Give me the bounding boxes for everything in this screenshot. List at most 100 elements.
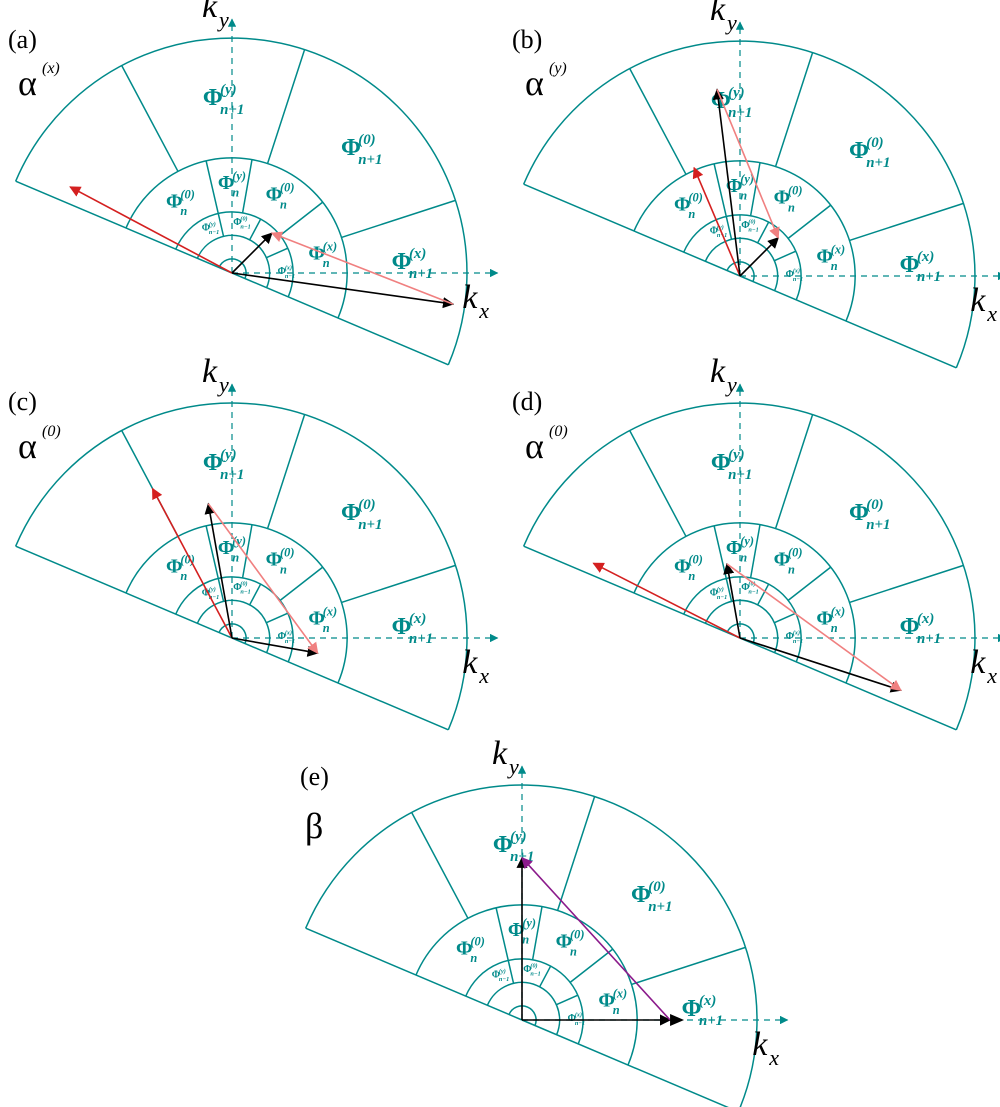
greek-label: α xyxy=(18,63,37,103)
outer-divider xyxy=(556,796,596,911)
region-inner-2-sub: n−1 xyxy=(793,276,803,283)
sector-edge xyxy=(739,275,957,369)
sector-edge xyxy=(739,637,957,731)
middle-divider xyxy=(241,524,253,578)
outer-divider xyxy=(266,49,306,164)
region-outer-2-sup: (x) xyxy=(409,246,426,262)
ky-sub: y xyxy=(725,10,737,35)
inner-divider xyxy=(725,578,733,602)
region-middle-1-sub: n xyxy=(740,188,747,202)
region-middle-0-sup: (0) xyxy=(688,191,702,205)
region-inner-0-sup: (y) xyxy=(499,968,506,975)
region-middle-1-sup: (y) xyxy=(522,916,536,930)
region-inner-1: Φ xyxy=(233,582,241,593)
ring-arc xyxy=(683,576,802,663)
region-outer-2-sup: (x) xyxy=(917,249,934,265)
sector-edge xyxy=(231,637,449,731)
ky-sub: y xyxy=(217,372,229,397)
inner-divider xyxy=(217,213,225,237)
middle-divider xyxy=(279,201,324,236)
ring-arc xyxy=(633,160,856,322)
region-middle-3: Φ xyxy=(308,242,325,264)
region-middle-3: Φ xyxy=(308,607,325,629)
outer-divider xyxy=(849,564,964,604)
region-inner-0: Φ xyxy=(492,969,500,980)
inner-divider xyxy=(756,583,770,606)
middle-divider xyxy=(713,163,727,217)
panel-d: (d)α (0)k xk yΦ(y)n+1Φ(0)n+1Φ(x)n+1Φ(0)nΦ(y… xyxy=(512,353,1000,731)
vector-2 xyxy=(231,232,273,274)
inner-divider xyxy=(538,965,552,988)
region-outer-0-sup: (y) xyxy=(220,447,237,463)
region-outer-2: Φ xyxy=(900,252,920,278)
ring-arc xyxy=(175,576,294,663)
inner-divider xyxy=(556,994,579,1006)
vector-0 xyxy=(151,487,233,639)
region-outer-1: Φ xyxy=(849,500,869,526)
region-outer-1: Φ xyxy=(341,500,361,526)
inner-divider xyxy=(725,216,733,240)
outer-divider xyxy=(774,414,814,529)
region-outer-2: Φ xyxy=(392,249,412,275)
ky-sub: y xyxy=(507,754,519,779)
vector-2 xyxy=(739,637,902,693)
greek-label: α xyxy=(525,426,544,466)
region-inner-2-sup: (x) xyxy=(575,1012,582,1019)
region-inner-2: Φ xyxy=(278,266,286,277)
region-middle-0-sub: n xyxy=(470,951,477,965)
region-inner-2-sup: (x) xyxy=(793,630,800,637)
region-outer-1-sub: n+1 xyxy=(358,152,382,168)
outer-divider xyxy=(121,65,179,172)
region-middle-2-sub: n xyxy=(788,562,795,576)
kx-label: k xyxy=(970,282,986,319)
vector-0 xyxy=(692,166,741,277)
region-outer-2: Φ xyxy=(392,614,412,640)
vector-1 xyxy=(204,502,233,639)
ring-arc xyxy=(125,157,348,319)
kx-label: k xyxy=(462,279,478,316)
region-middle-2: Φ xyxy=(266,549,283,571)
inner-divider xyxy=(756,221,770,244)
region-inner-0: Φ xyxy=(202,587,210,598)
region-middle-0: Φ xyxy=(674,556,691,578)
region-middle-2-sub: n xyxy=(280,562,287,576)
region-inner-1-sub: n−1 xyxy=(748,227,758,234)
region-outer-1-sup: (0) xyxy=(866,135,883,151)
ring-arc xyxy=(704,237,779,291)
region-middle-1-sub: n xyxy=(232,550,239,564)
region-middle-0: Φ xyxy=(166,556,183,578)
ring-arc xyxy=(633,522,856,684)
region-inner-1-sup: (0) xyxy=(748,580,755,587)
kx-label: k xyxy=(752,1026,768,1063)
ring-arc xyxy=(522,40,976,369)
region-middle-1-sup: (y) xyxy=(232,534,246,548)
region-inner-2-sup: (x) xyxy=(285,630,292,637)
region-inner-1-sup: (0) xyxy=(240,580,247,587)
region-inner-1-sup: (0) xyxy=(240,215,247,222)
ring-arc xyxy=(683,214,802,301)
region-middle-3-sup: (x) xyxy=(831,242,845,256)
inner-divider xyxy=(266,612,289,624)
region-middle-3: Φ xyxy=(816,245,833,267)
sector-edge xyxy=(523,183,741,277)
region-middle-2-sub: n xyxy=(570,944,577,958)
region-outer-2-sub: n+1 xyxy=(917,269,941,285)
outer-divider xyxy=(411,812,469,919)
middle-divider xyxy=(241,159,253,213)
ky-label: k xyxy=(202,0,218,25)
region-middle-3: Φ xyxy=(598,989,615,1011)
middle-divider xyxy=(749,524,761,578)
ky-label: k xyxy=(710,353,726,390)
ring-arc xyxy=(196,234,271,288)
region-middle-2-sup: (0) xyxy=(280,546,294,560)
region-outer-2-sup: (x) xyxy=(409,611,426,627)
region-outer-1-sup: (0) xyxy=(648,879,665,895)
ring-arc xyxy=(125,522,348,684)
region-middle-1-sub: n xyxy=(232,185,239,199)
inner-divider xyxy=(507,960,515,984)
region-inner-2: Φ xyxy=(568,1013,576,1024)
ring-arc xyxy=(486,981,561,1035)
region-outer-1-sub: n+1 xyxy=(358,517,382,533)
region-middle-0-sub: n xyxy=(688,207,695,221)
region-inner-0-sup: (y) xyxy=(209,586,216,593)
